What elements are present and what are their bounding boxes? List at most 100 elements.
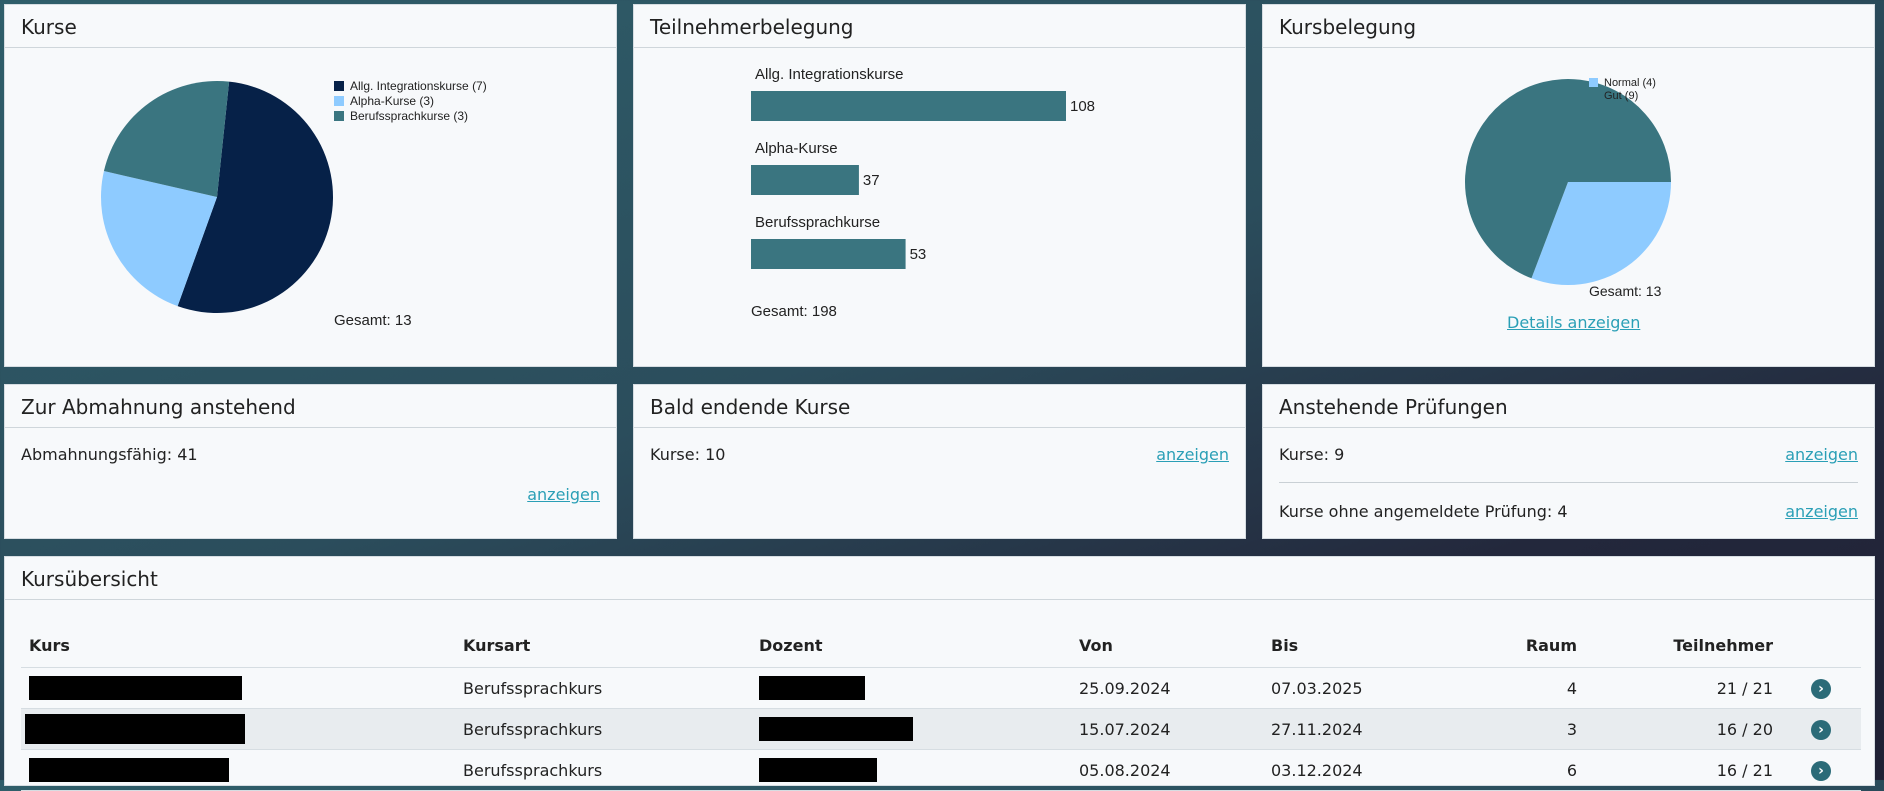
pruefungen-ohne-count: Kurse ohne angemeldete Prüfung: 4 [1279,502,1568,521]
teilnehmer-panel: Teilnehmerbelegung Allg. Integrationskur… [633,4,1246,367]
legend-swatch [1589,78,1598,87]
cell-von: 15.07.2024 [1071,708,1263,750]
legend-label: Gut (9) [1604,90,1638,102]
redaction-block [759,676,865,700]
bar [751,239,906,269]
legend-swatch [334,81,344,91]
kurse-total: Gesamt: 13 [334,312,412,329]
col-header-teilnehmer[interactable]: Teilnehmer [1585,623,1781,668]
pie-slice [103,80,230,197]
pruefungen-ohne-anzeigen-link[interactable]: anzeigen [1785,502,1858,521]
legend-label: Berufssprachkurse (3) [350,109,468,123]
table-header-row: Kurs Kursart Dozent Von Bis Raum Teilneh… [21,623,1861,668]
legend-label: Allg. Integrationskurse (7) [350,79,487,93]
legend-label: Alpha-Kurse (3) [350,94,434,108]
cell-bis: 07.03.2025 [1263,667,1459,709]
cell-raum: 6 [1459,749,1585,791]
table-row[interactable]: Berufssprachkurs 25.09.2024 07.03.2025 4… [21,667,1861,709]
kurs-table: Kurs Kursart Dozent Von Bis Raum Teilneh… [21,623,1861,791]
cell-kurs-redacted [21,708,455,750]
col-header-kursart[interactable]: Kursart [455,623,751,668]
col-header-von[interactable]: Von [1071,623,1263,668]
cell-raum: 4 [1459,667,1585,709]
bald-endende-anzeigen-link[interactable]: anzeigen [1156,445,1229,464]
cell-von: 25.09.2024 [1071,667,1263,709]
kursbelegung-title: Kursbelegung [1263,5,1874,48]
pie-slice [1531,182,1671,285]
redaction-block [29,758,229,782]
cell-dozent-redacted [751,708,1071,750]
cell-kursart: Berufssprachkurs [455,667,751,709]
abmahnung-panel: Zur Abmahnung anstehend Abmahnungsfähig:… [4,384,617,539]
teilnehmer-bar-chart: Allg. Integrationskurse 108 Alpha-Kurse 37 B… [751,66,1095,269]
kursuebersicht-title: Kursübersicht [5,557,1874,600]
cell-bis: 03.12.2024 [1263,749,1459,791]
pie-slice [1465,79,1671,279]
teilnehmer-title: Teilnehmerbelegung [634,5,1245,48]
col-header-actions [1781,623,1861,668]
chevron-right-circle-icon[interactable]: › [1811,719,1831,740]
chevron-right-circle-icon[interactable]: › [1811,678,1831,699]
cell-dozent-redacted [751,667,1071,709]
pie-slice [101,171,217,307]
kurse-pie-chart: Allg. Integrationskurse (7)Alpha-Kurse (… [101,79,487,313]
table-row[interactable]: Berufssprachkurs 05.08.2024 03.12.2024 6… [21,749,1861,791]
cell-bis: 27.11.2024 [1263,708,1459,750]
bar-value-label: 108 [1070,98,1095,115]
cell-action: › [1781,749,1861,791]
pruefungen-title: Anstehende Prüfungen [1263,385,1874,428]
kurse-panel: Kurse Allg. Integrationskurse (7) Alpha-K… [4,4,617,367]
bar-value-label: 37 [863,172,880,189]
cell-dozent-redacted [751,749,1071,791]
legend-label: Normal (4) [1604,77,1656,89]
col-header-kurs[interactable]: Kurs [21,623,455,668]
legend-swatch [334,96,344,106]
pruefungen-panel: Anstehende Prüfungen Kurse: 9 anzeigen K… [1262,384,1875,539]
bar-category-label: Allg. Integrationskurse [755,66,903,83]
table-row[interactable]: Berufssprachkurs 15.07.2024 27.11.2024 3… [21,708,1861,750]
redaction-block [29,676,242,700]
cell-action: › [1781,667,1861,709]
teilnehmer-total: Gesamt: 198 [751,303,837,320]
abmahnung-anzeigen-link[interactable]: anzeigen [527,485,600,504]
cell-teilnehmer: 21 / 21 [1585,667,1781,709]
cell-kurs-redacted [21,749,455,791]
cell-kurs-redacted [21,667,455,709]
kursbelegung-panel: Kursbelegung Normal (4) Gut (9) Gesamt: 1… [1262,4,1875,367]
bar [751,165,859,195]
redaction-block [759,717,913,741]
cell-teilnehmer: 16 / 20 [1585,708,1781,750]
kurse-title: Kurse [5,5,616,48]
kursbelegung-total: Gesamt: 13 [1589,283,1662,299]
bald-endende-panel: Bald endende Kurse Kurse: 10 anzeigen [633,384,1246,539]
cell-teilnehmer: 16 / 21 [1585,749,1781,791]
col-header-dozent[interactable]: Dozent [751,623,1071,668]
chevron-right-circle-icon[interactable]: › [1811,760,1831,781]
pie-slice [177,81,334,313]
cell-von: 05.08.2024 [1071,749,1263,791]
redaction-block [759,758,877,782]
abmahnung-title: Zur Abmahnung anstehend [5,385,616,428]
bar-category-label: Berufssprachkurse [755,214,880,231]
kursuebersicht-panel: Kursübersicht Kurs Kursart Dozent Von Bi… [4,556,1875,791]
cell-kursart: Berufssprachkurs [455,749,751,791]
bar-category-label: Alpha-Kurse [755,140,838,157]
cell-raum: 3 [1459,708,1585,750]
col-header-bis[interactable]: Bis [1263,623,1459,668]
legend-swatch [1589,91,1598,100]
cell-action: › [1781,708,1861,750]
legend-swatch [334,111,344,121]
kursbelegung-pie-chart: Normal (4)Gut (9) [1465,77,1671,285]
redaction-block [25,714,245,744]
pruefungen-anzeigen-link[interactable]: anzeigen [1785,445,1858,464]
bald-endende-title: Bald endende Kurse [634,385,1245,428]
bald-endende-count: Kurse: 10 [650,445,726,464]
bar-value-label: 53 [910,246,927,263]
details-anzeigen-link[interactable]: Details anzeigen [1507,313,1641,332]
col-header-raum[interactable]: Raum [1459,623,1585,668]
bar [751,91,1066,121]
pruefungen-kurse-count: Kurse: 9 [1279,445,1345,464]
abmahnung-count: Abmahnungsfähig: 41 [21,445,198,464]
cell-kursart: Berufssprachkurs [455,708,751,750]
pruefungen-divider [1279,482,1858,483]
